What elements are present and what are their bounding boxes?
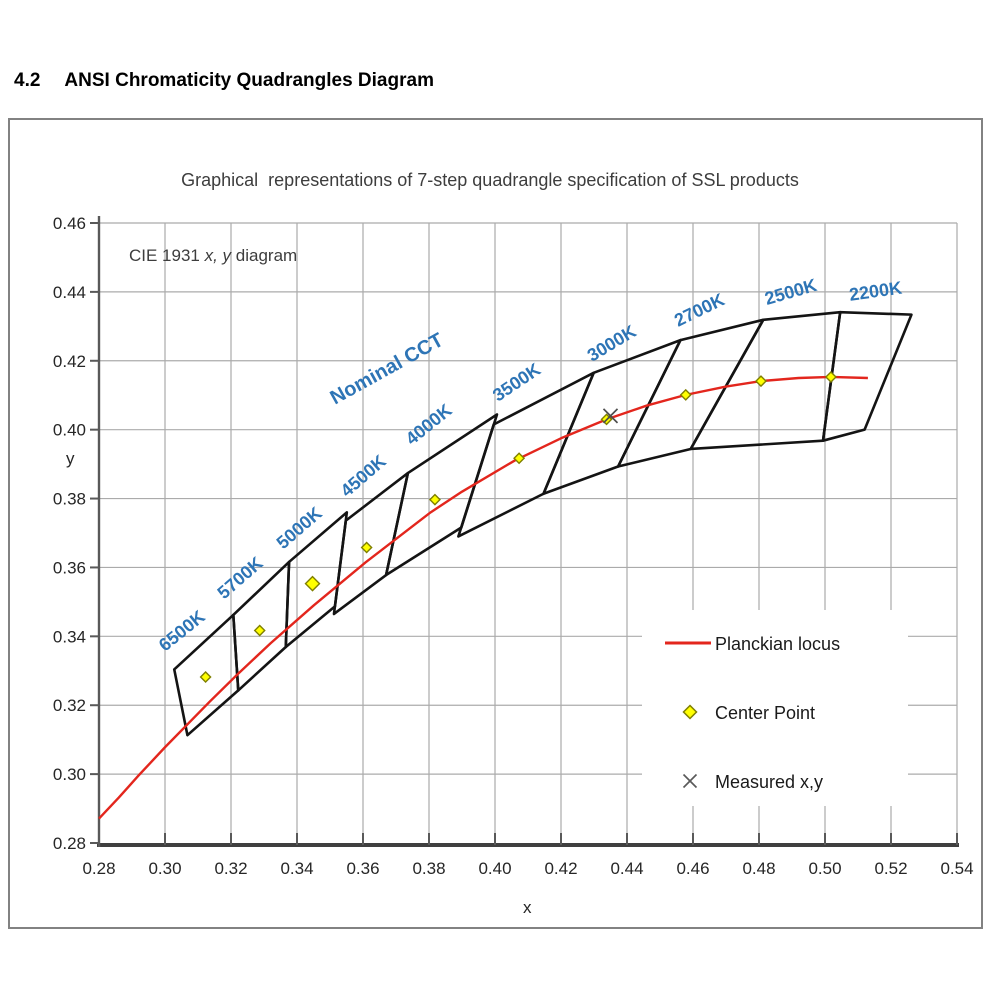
section-title: ANSI Chromaticity Quadrangles Diagram — [64, 70, 434, 91]
cct-label-2500k: 2500K — [763, 275, 820, 309]
y-tick-label: 0.42 — [53, 352, 86, 371]
y-tick-label: 0.34 — [53, 627, 86, 646]
measured-point-cross — [602, 408, 619, 424]
quadrangle-4000k — [384, 413, 499, 577]
y-tick-label: 0.28 — [53, 834, 86, 853]
planckian-locus-line — [98, 375, 868, 820]
quadrangle-2200k — [821, 310, 913, 442]
center-point-4500k — [360, 541, 373, 554]
section-number: 4.2 — [14, 70, 41, 91]
center-point-2500k — [754, 375, 767, 388]
cct-label-6500k: 6500K — [155, 606, 209, 655]
x-tick-label: 0.46 — [676, 859, 709, 878]
y-axis-label: y — [66, 449, 75, 468]
cct-label-5000k: 5000K — [273, 503, 326, 553]
y-tick-label: 0.36 — [53, 558, 86, 577]
x-tick-label: 0.38 — [412, 859, 445, 878]
y-tick-label: 0.32 — [53, 696, 86, 715]
x-tick-label: 0.40 — [478, 859, 511, 878]
cct-label-2200k: 2200K — [848, 278, 903, 305]
x-tick-label: 0.42 — [544, 859, 577, 878]
center-point-5000k — [304, 575, 321, 592]
x-tick-label: 0.54 — [940, 859, 973, 878]
chart-title: Graphical representations of 7-step quad… — [181, 170, 799, 190]
x-tick-label: 0.44 — [610, 859, 643, 878]
x-axis-label: x — [523, 898, 532, 917]
x-tick-label: 0.30 — [148, 859, 181, 878]
legend-label-center-point: Center Point — [715, 703, 815, 723]
legend-center-point-sample — [682, 704, 698, 720]
chart-svg: 0.28 0.30 0.32 0.34 0.36 0.38 0.40 0.42 0.44 0.46… — [53, 214, 974, 917]
x-tick-label: 0.52 — [874, 859, 907, 878]
subtitle-suffix: diagram — [231, 246, 298, 265]
legend-label-planckian: Planckian locus — [715, 634, 840, 654]
legend-measured-cross-sample — [682, 773, 698, 789]
x-tick-label: 0.50 — [808, 859, 841, 878]
center-point-3500k — [513, 452, 526, 465]
y-tick-label: 0.38 — [53, 490, 86, 509]
x-tick-label: 0.34 — [280, 859, 313, 878]
cct-label-2700k: 2700K — [671, 289, 727, 330]
y-tick-label: 0.44 — [53, 283, 86, 302]
cct-label-3500k: 3500K — [489, 359, 544, 405]
x-tick-label: 0.32 — [214, 859, 247, 878]
center-point-4000k — [428, 493, 441, 506]
center-point-2200k — [824, 370, 837, 383]
chart-subtitle: CIE 1931 x, y diagram — [129, 246, 297, 266]
y-tick-label: 0.30 — [53, 765, 86, 784]
center-point-5700k — [253, 624, 266, 637]
y-tick-label: 0.40 — [53, 421, 86, 440]
x-tick-label: 0.36 — [346, 859, 379, 878]
subtitle-italic: x, y — [204, 246, 232, 265]
legend: Planckian locus Center Point Measured x,… — [642, 610, 908, 806]
y-tick-label: 0.46 — [53, 214, 86, 233]
center-point-6500k — [199, 670, 212, 683]
center-point-2700k — [679, 388, 692, 401]
figure-frame: 0.28 0.30 0.32 0.34 0.36 0.38 0.40 0.42 0.44 0.46… — [8, 118, 983, 929]
legend-label-measured: Measured x,y — [715, 772, 823, 792]
section-heading: 4.2 ANSI Chromaticity Quadrangles Diagram — [14, 70, 434, 92]
x-tick-label: 0.28 — [82, 859, 115, 878]
subtitle-prefix: CIE 1931 — [129, 246, 205, 265]
cct-label-5700k: 5700K — [214, 553, 267, 603]
x-tick-label: 0.48 — [742, 859, 775, 878]
